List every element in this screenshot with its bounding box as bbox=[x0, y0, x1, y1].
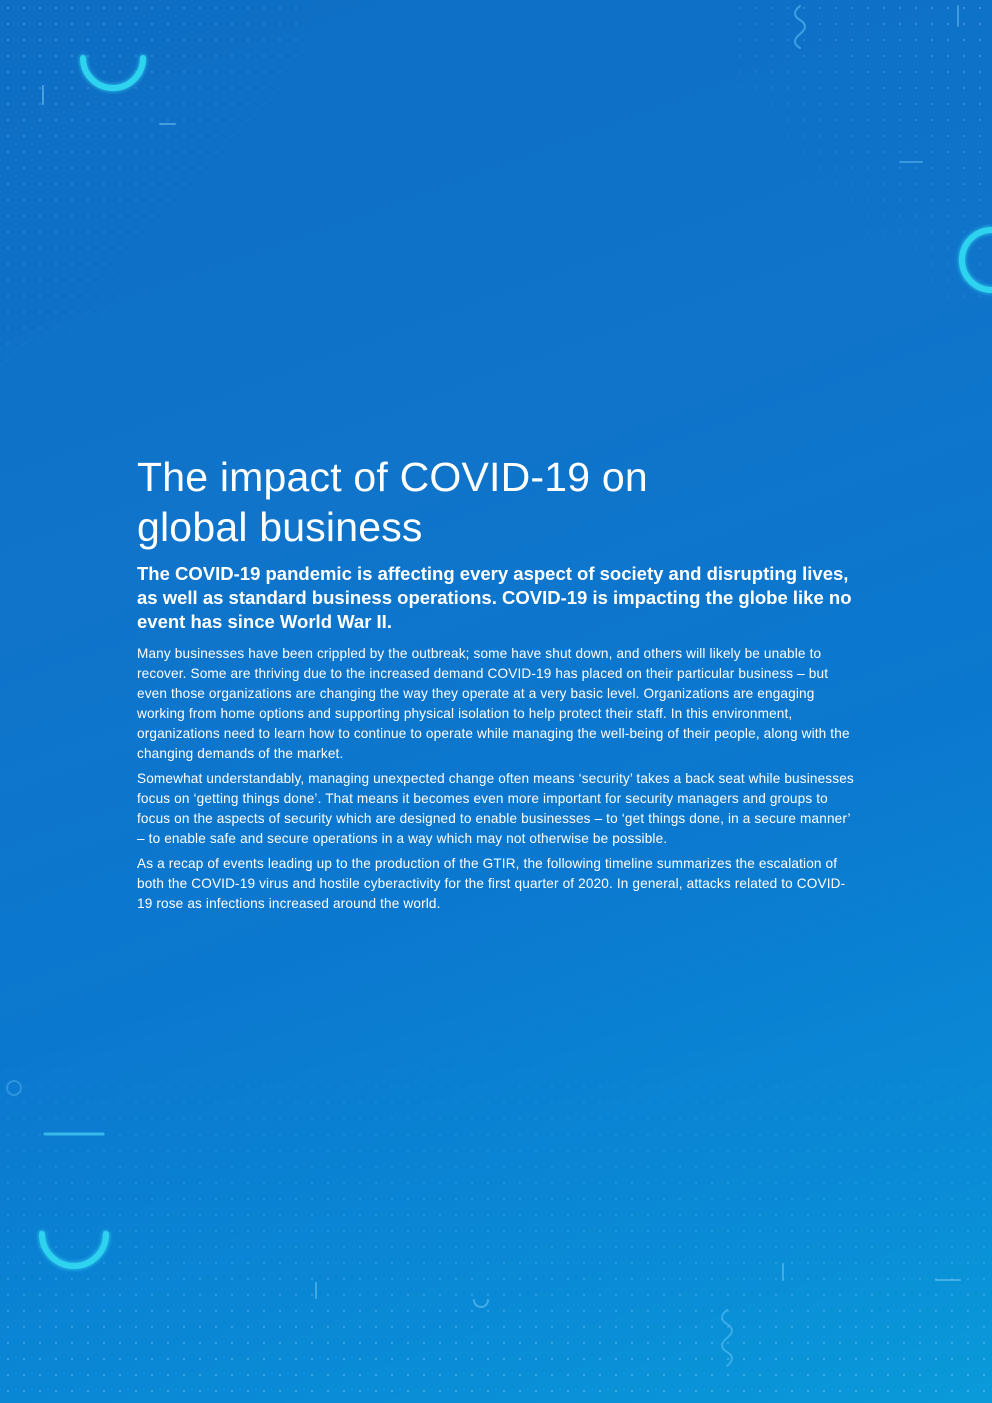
lead-paragraph: The COVID-19 pandemic is affecting every… bbox=[137, 563, 852, 632]
body-paragraph-1: Many businesses have been crippled by th… bbox=[137, 646, 850, 761]
arc-top-left bbox=[80, 55, 146, 91]
dot-pattern-bottom bbox=[0, 983, 992, 1403]
page-title: The impact of COVID-19 on global busines… bbox=[137, 452, 857, 552]
body-paragraph-3: As a recap of events leading up to the p… bbox=[137, 856, 846, 911]
dot-pattern-top-right bbox=[732, 0, 992, 300]
arc-bottom-left bbox=[39, 1231, 109, 1269]
page-title-line-2: global business bbox=[137, 504, 423, 550]
body-paragraph-2: Somewhat understandably, managing unexpe… bbox=[137, 771, 854, 846]
page-title-line-1: The impact of COVID-19 on bbox=[137, 454, 648, 500]
squiggle-bottom bbox=[721, 1309, 733, 1367]
dot-pattern-top-left bbox=[0, 0, 300, 420]
article: The impact of COVID-19 on global busines… bbox=[137, 452, 857, 919]
squiggle-top bbox=[794, 5, 806, 49]
arc-bottom-small bbox=[473, 1299, 489, 1308]
circle-bottom-left bbox=[6, 1080, 22, 1096]
arc-right bbox=[959, 227, 992, 293]
